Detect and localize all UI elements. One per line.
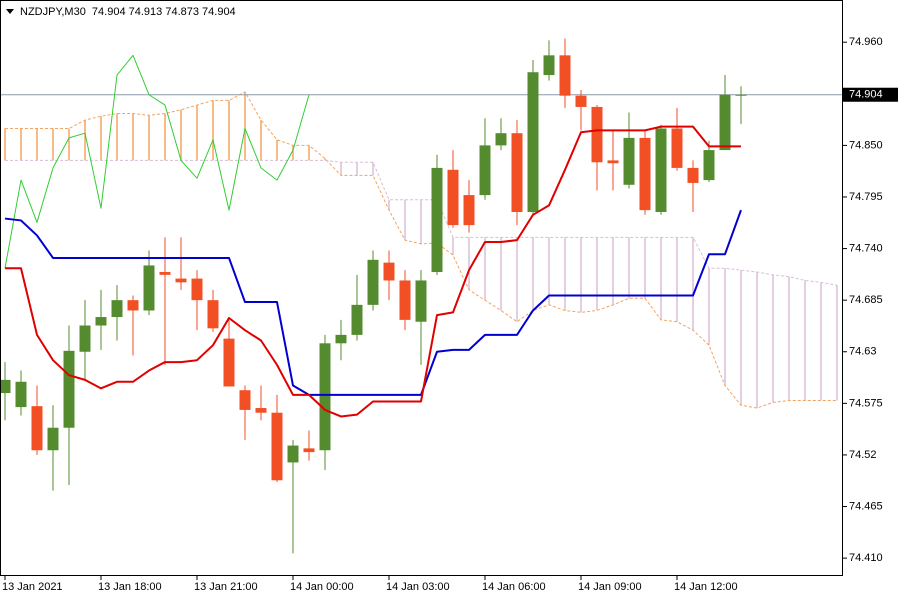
candle-body: [319, 343, 331, 451]
candle-body: [415, 280, 427, 322]
candle-body: [191, 278, 203, 301]
chart-title: NZDJPY,M30 74.904 74.913 74.873 74.904: [20, 6, 236, 18]
candle-body: [255, 408, 267, 413]
candle-body: [671, 128, 683, 168]
candle-body: [559, 55, 571, 96]
candle-body: [143, 265, 155, 311]
plot-area: [1, 38, 842, 554]
y-tick-label: 74.410: [849, 552, 883, 564]
plot-frame: [0, 0, 843, 576]
axes: 74.960 74.850 74.795 74.740 74.685 74.63 74.57…: [2, 36, 898, 593]
candle-body: [687, 167, 699, 183]
candle-body: [111, 300, 123, 318]
candle-body: [79, 325, 91, 352]
candle-body: [367, 259, 379, 305]
candle-body: [127, 300, 139, 311]
indicator-line: [5, 125, 741, 418]
candle-body: [1, 379, 11, 394]
candle-body: [655, 128, 667, 212]
candle-body: [271, 412, 283, 481]
candle-body: [287, 445, 299, 463]
y-tick-label: 74.52: [849, 449, 877, 461]
x-tick-label: 13 Jan 2021: [2, 581, 63, 593]
y-tick-label: 74.850: [849, 139, 883, 151]
candle-body: [511, 133, 523, 212]
x-tick-label: 14 Jan 12:00: [674, 581, 738, 593]
candle-body: [351, 304, 363, 335]
candle-body: [639, 137, 651, 211]
candle-body: [543, 55, 555, 76]
candle-body: [607, 160, 619, 164]
indicator-line: [4, 54, 310, 269]
candle-body: [95, 317, 107, 326]
candle-body: [47, 427, 59, 451]
candle-body: [63, 350, 75, 428]
candle-body: [175, 278, 187, 283]
candle-body: [335, 334, 347, 344]
y-tick-label: 74.685: [849, 294, 883, 306]
price-label: 74.904: [849, 89, 883, 101]
candle-body: [431, 167, 443, 273]
candle-body: [575, 95, 587, 107]
candle-body: [207, 300, 219, 329]
x-tick-label: 14 Jan 00:00: [290, 581, 354, 593]
candle-body: [399, 280, 411, 320]
candle-body: [719, 94, 731, 151]
candle-body: [447, 169, 459, 226]
candle-body: [239, 390, 251, 410]
x-tick-label: 14 Jan 06:00: [482, 581, 546, 593]
candle-body: [463, 195, 475, 226]
y-tick-label: 74.740: [849, 242, 883, 254]
y-tick-label: 74.575: [849, 397, 883, 409]
candle-body: [223, 338, 235, 387]
candle-body: [479, 145, 491, 196]
candle-body: [623, 137, 635, 185]
candle-body: [591, 106, 603, 163]
candle-body: [735, 94, 747, 96]
indicator-line: [4, 209, 742, 396]
x-tick-label: 13 Jan 18:00: [98, 581, 162, 593]
candle-body: [383, 262, 395, 281]
menu-triangle: [6, 9, 14, 14]
cloud-boundary: [5, 91, 837, 409]
x-tick-label: 14 Jan 03:00: [386, 581, 450, 593]
candle-body: [495, 133, 507, 146]
candle-body: [703, 150, 715, 181]
y-tick-label: 74.795: [849, 191, 883, 203]
cloud-boundary: [5, 159, 838, 286]
candle-body: [15, 381, 27, 408]
candle-body: [31, 406, 43, 451]
x-tick-label: 14 Jan 09:00: [578, 581, 642, 593]
y-tick-label: 74.465: [849, 500, 883, 512]
candle-body: [527, 72, 539, 212]
price-label-box: [843, 87, 898, 102]
y-tick-label: 74.960: [849, 36, 883, 48]
y-tick-label: 74.63: [849, 346, 877, 358]
candle-body: [303, 448, 315, 453]
x-tick-label: 13 Jan 21:00: [194, 581, 258, 593]
candle-body: [159, 272, 171, 275]
